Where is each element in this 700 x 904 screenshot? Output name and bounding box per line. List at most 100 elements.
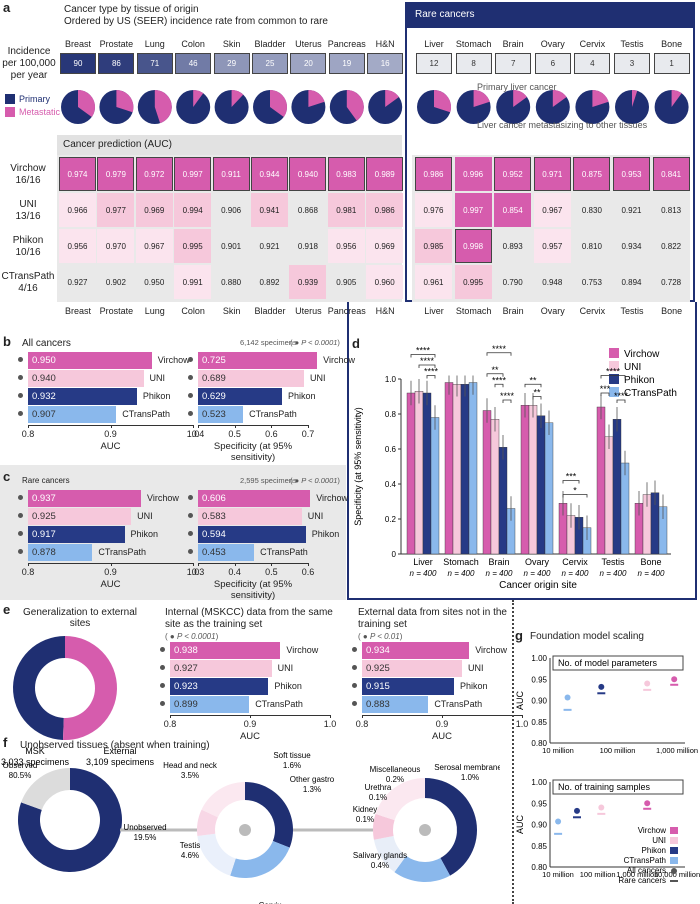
sig-bracket <box>486 352 512 356</box>
bar-label: UNI <box>468 663 484 673</box>
sig-dot <box>352 647 357 652</box>
cancer-footer-label: Lung <box>144 306 165 316</box>
sig-stars: ** <box>529 375 537 385</box>
bar-phikon <box>498 447 508 555</box>
sig-dot <box>18 393 23 398</box>
cancer-header: Stomach <box>455 39 492 49</box>
bar-ctranspath: 0.523 <box>198 406 244 423</box>
sig-dot <box>188 357 193 362</box>
auc-cell: 0.996 <box>454 157 492 191</box>
cancer-footer-label: Bladder <box>254 306 286 316</box>
bar-label: Phikon <box>311 529 340 539</box>
sig-stars: **** <box>416 346 431 356</box>
model-label-phikon: Phikon <box>12 235 44 246</box>
x-tick <box>362 715 363 718</box>
unobserved-label: Unobserved <box>123 823 166 832</box>
sig-bracket <box>410 354 436 358</box>
y-tick-label: 0.2 <box>385 515 397 524</box>
point-all <box>598 804 605 811</box>
x-tick <box>442 715 443 718</box>
legend-dot <box>671 868 677 874</box>
x-tick-label: 1,000 million <box>656 746 698 755</box>
cancer-footer-label: Cervix <box>579 306 606 316</box>
bar-phikon <box>460 384 470 555</box>
x-tick-label: 0.6 <box>265 429 278 439</box>
ring-segment <box>21 768 70 810</box>
incidence-cell: 86 <box>98 53 135 74</box>
pie-metastatic <box>513 90 527 107</box>
panel-b-label: b <box>3 334 11 349</box>
point-all <box>644 800 651 807</box>
y-axis-label: AUC <box>515 691 525 711</box>
auc-cell: 0.960 <box>366 265 404 299</box>
auc-cell: 0.941 <box>251 193 288 227</box>
bar-label: UNI <box>137 511 153 521</box>
incidence-cell: 12 <box>416 53 452 74</box>
x-tick-label: 100 million <box>600 746 636 755</box>
connector-node <box>239 824 251 836</box>
bar-phikon <box>536 415 546 555</box>
legend-label: Rare cancers <box>618 876 666 885</box>
cancer-footer-label: Stomach <box>455 306 492 316</box>
x-axis-label: AUC <box>431 731 453 742</box>
sig-dot <box>18 549 23 554</box>
bar-uni: 0.940 <box>28 370 144 387</box>
sig-stars: *** <box>566 472 577 482</box>
cancer-footer-label: Brain <box>502 306 524 316</box>
pie-metastatic <box>116 90 134 113</box>
bar-label: CTransPath <box>98 547 147 557</box>
auc-cell: 0.934 <box>621 241 642 251</box>
sig-dot <box>188 513 193 518</box>
x-tick <box>271 563 273 566</box>
subplot-title-box <box>552 779 684 795</box>
bar-phikon: 0.915 <box>362 678 454 695</box>
auc-cell: 0.830 <box>581 205 602 215</box>
panel-d-chart: Virchow UNI Phikon CTransPath 0 0.2 0.4 0.6 0.8 1… <box>353 344 677 591</box>
auc-cell: 0.901 <box>221 241 242 251</box>
bar-label: UNI <box>277 663 294 673</box>
x-tick-label: 0.9 <box>104 567 117 577</box>
sig-stars: **** <box>492 375 507 385</box>
y-axis-label: Specificity (at 95% sensitivity) <box>353 407 363 526</box>
e-internal-pnote: ( ● P < 0.0001) <box>165 632 219 641</box>
auc-cell: 0.868 <box>297 205 318 215</box>
bar-uni: 0.689 <box>198 370 304 387</box>
x-tick-label: Ovary <box>525 557 550 567</box>
ring-segment <box>373 813 395 840</box>
pie-metastatic <box>385 90 399 107</box>
bar-ctranspath <box>468 382 478 555</box>
sig-stars: **** <box>500 391 515 401</box>
x-tick <box>198 425 199 428</box>
auc-cell: 0.985 <box>415 229 452 263</box>
panel-g-chart: No. of model parameters 0.80 0.85 0.90 0.95 1… <box>515 654 700 885</box>
cancer-header: Brain <box>502 39 524 49</box>
point-all <box>574 807 580 814</box>
incidence-cell: 7 <box>495 53 532 74</box>
incidence-cell: 71 <box>136 53 173 74</box>
auc-cell: 0.967 <box>135 229 173 263</box>
n-label: n = 400 <box>638 569 665 578</box>
b-title: All cancers <box>22 338 71 349</box>
x-tick-label: 10 million <box>542 746 574 755</box>
bar-virchow <box>406 392 416 555</box>
pie-metastatic <box>78 90 95 117</box>
x-tick-label: 10,000 million <box>654 870 700 879</box>
sig-bracket <box>562 480 580 484</box>
n-label: n = 400 <box>562 569 589 578</box>
e-external-pnote: ( ● P < 0.01) <box>358 632 403 641</box>
sig-stars: **** <box>492 344 507 354</box>
tissue-label: Head and neck <box>163 761 218 770</box>
ring-segment <box>373 835 407 873</box>
bar-label: Phikon <box>130 529 159 539</box>
bar-virchow: 0.937 <box>28 490 142 507</box>
pie-metastatic <box>231 90 244 107</box>
x-tick-label: 0.7 <box>301 429 315 439</box>
sig-dot <box>188 411 193 416</box>
slice-count: 3,033 specimens <box>1 757 70 767</box>
incidence-cell: 3 <box>614 53 650 74</box>
n-label: n = 400 <box>448 569 475 578</box>
y-tick-label: 0.90 <box>531 821 547 830</box>
panel-c-label: c <box>3 469 11 484</box>
bar-label: UNI <box>149 373 166 383</box>
